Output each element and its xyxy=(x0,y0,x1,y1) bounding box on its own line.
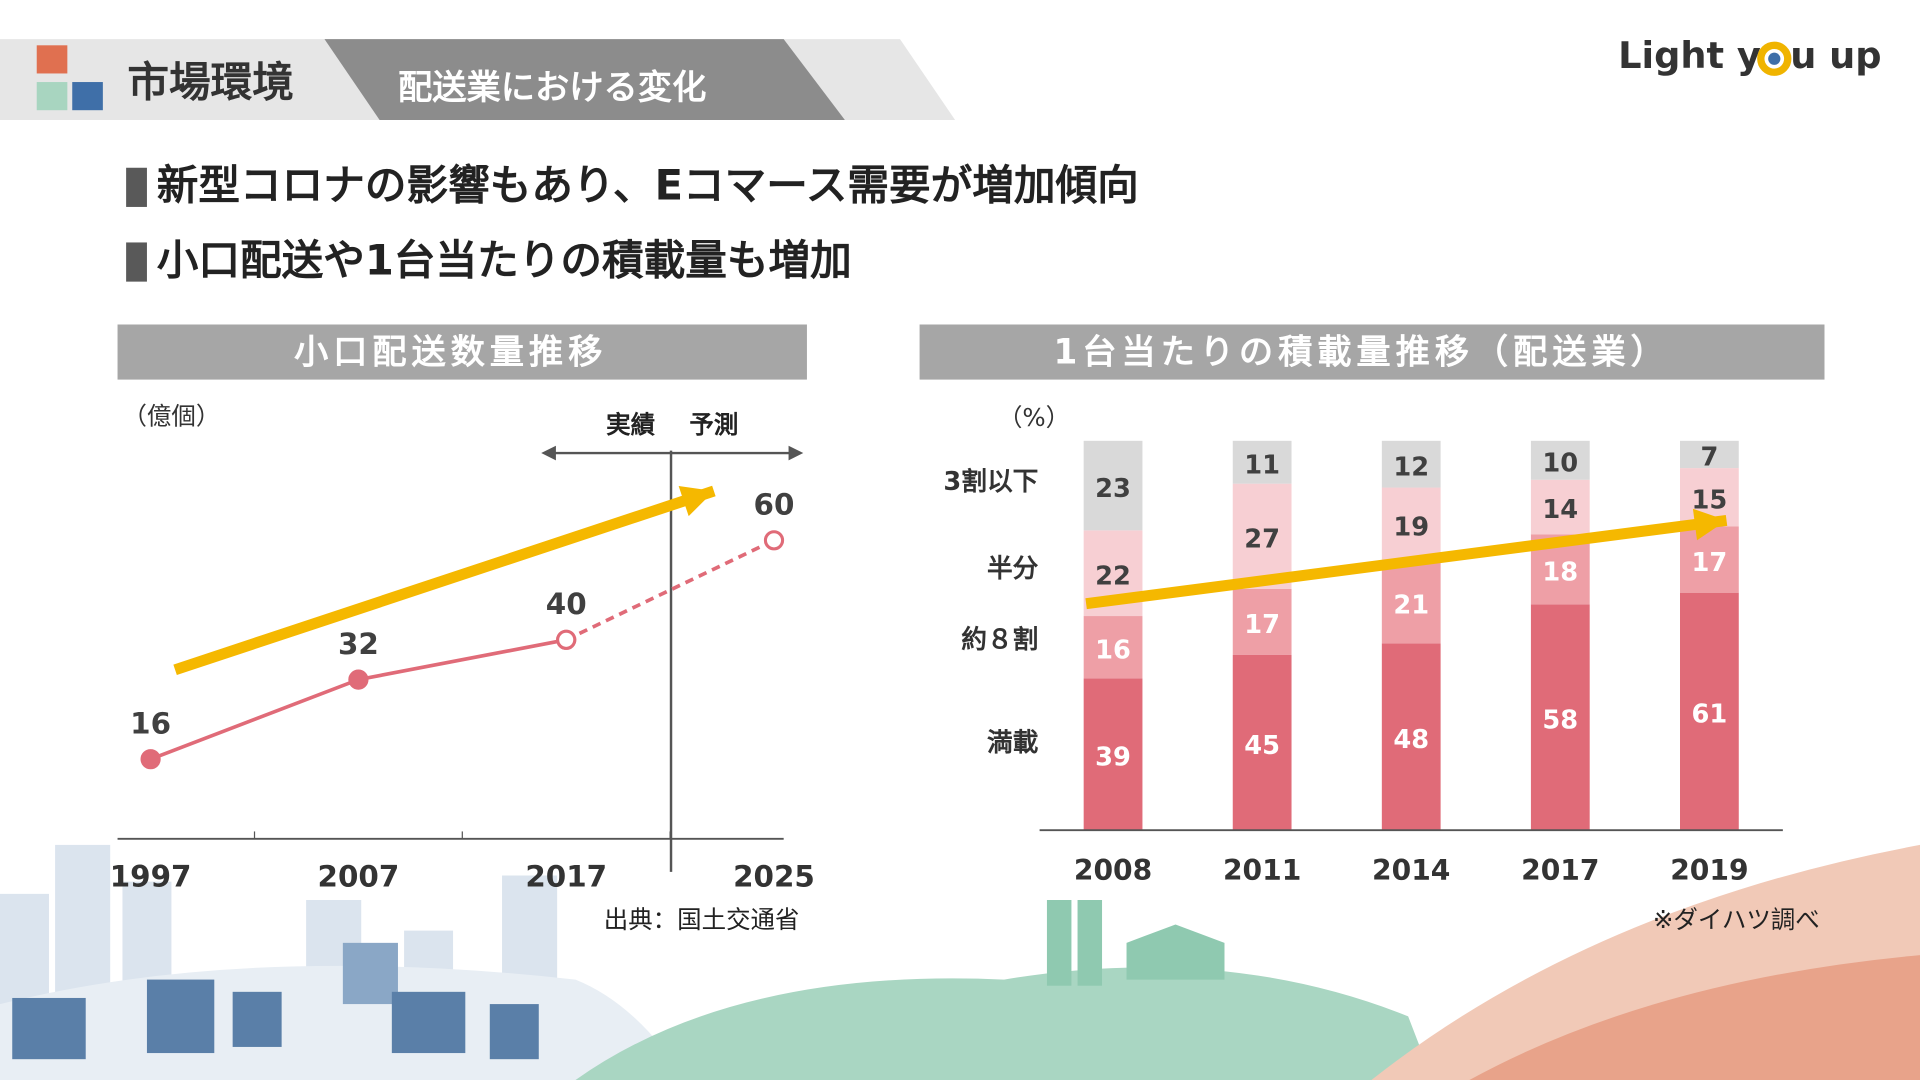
point xyxy=(140,749,161,770)
bullet: 小口配送や1台当たりの積載量も増加 xyxy=(157,235,852,284)
y-axis-label: （億個） xyxy=(122,402,220,431)
bar-segment xyxy=(1083,616,1143,679)
value-label: 27 xyxy=(1244,524,1280,554)
bar-segment xyxy=(1083,678,1143,831)
bar-segment xyxy=(1381,487,1441,562)
value-label: 10 xyxy=(1542,448,1578,478)
bar-segment xyxy=(1530,440,1590,480)
point xyxy=(556,629,577,650)
point xyxy=(763,530,785,551)
value-label: 17 xyxy=(1691,548,1727,578)
bullet-marker xyxy=(126,242,147,282)
value-label: 7 xyxy=(1700,443,1718,473)
value-label: 12 xyxy=(1393,452,1429,482)
annotation: 予測 xyxy=(689,410,738,439)
bar-segment xyxy=(1232,483,1292,589)
x-tick-label: 2007 xyxy=(318,859,400,893)
bar-segment xyxy=(1232,440,1292,484)
x-tick-label: 2017 xyxy=(1521,854,1599,887)
x-tick-label: 1997 xyxy=(110,859,192,893)
scenery xyxy=(0,844,1920,1080)
bullet: 新型コロナの影響もあり、Eコマース需要が増加傾向 xyxy=(157,161,1139,210)
value-label: 45 xyxy=(1244,731,1280,761)
bar-segment xyxy=(1680,526,1739,593)
bar-segment xyxy=(1680,440,1739,469)
value-label: 11 xyxy=(1244,450,1280,480)
point xyxy=(348,669,369,690)
value-label: 16 xyxy=(1095,635,1131,665)
annotation: 実績 xyxy=(606,410,655,439)
logo-mark xyxy=(1768,52,1781,65)
icon xyxy=(36,82,68,111)
y-axis-label: （%） xyxy=(998,403,1070,432)
bar-segment xyxy=(1083,440,1143,531)
x-tick-label: 2019 xyxy=(1670,854,1748,887)
value-label: 61 xyxy=(1691,700,1727,730)
bar-segment xyxy=(1530,479,1590,535)
chart-title: 小口配送数量推移 xyxy=(294,332,607,372)
bar-segment xyxy=(1530,604,1590,831)
section-title: 市場環境 xyxy=(127,58,294,107)
section-subtitle: 配送業における変化 xyxy=(398,68,706,108)
trend-arrow-head xyxy=(678,485,714,517)
chart-title: 1台当たりの積載量推移（配送業） xyxy=(1054,332,1670,372)
line xyxy=(565,538,775,642)
value-label: 39 xyxy=(1095,742,1131,772)
value-label: 32 xyxy=(338,627,379,661)
value-label: 18 xyxy=(1542,557,1578,587)
bullet-marker xyxy=(126,167,147,207)
logo-mark xyxy=(1757,41,1792,76)
period-arrow-head xyxy=(541,445,556,461)
bar-segment xyxy=(1381,643,1441,831)
period-arrow-head xyxy=(788,445,804,461)
value-label: 40 xyxy=(546,587,587,621)
bar-segment xyxy=(1381,440,1441,488)
bar-segment xyxy=(1680,592,1739,831)
value-label: 58 xyxy=(1542,705,1578,735)
bar-segment xyxy=(1232,588,1292,655)
legend-label: 3割以下 xyxy=(943,466,1038,497)
x-tick-label: 2017 xyxy=(525,859,607,893)
value-label: 16 xyxy=(130,706,171,740)
trend-arrow xyxy=(173,485,716,676)
legend-label: 満載 xyxy=(987,728,1039,758)
value-label: 60 xyxy=(754,488,795,522)
bar-segment xyxy=(1381,561,1441,644)
value-label: 21 xyxy=(1393,591,1429,621)
chart-title-bar xyxy=(919,324,1825,380)
icon xyxy=(36,45,68,74)
value-label: 48 xyxy=(1393,725,1429,755)
trend-arrow-head xyxy=(1692,508,1727,541)
trend-arrow xyxy=(1085,514,1728,610)
value-label: 19 xyxy=(1393,513,1429,543)
legend-label: 半分 xyxy=(987,554,1039,584)
logo: u up xyxy=(1790,34,1881,77)
x-tick-label: 2025 xyxy=(733,859,815,893)
legend-label: 約８割 xyxy=(961,624,1038,655)
x-tick-label: 2011 xyxy=(1223,854,1301,887)
chart-title-bar xyxy=(117,324,807,380)
value-label: 22 xyxy=(1095,561,1131,591)
plots: 1997 2007 2017 2025 16 32 40 60 39 16 22 23 2008 45 17… xyxy=(110,440,1783,893)
value-label: 14 xyxy=(1542,495,1578,525)
x-tick-label: 2008 xyxy=(1074,854,1152,887)
logo: Light y xyxy=(1618,34,1761,77)
x-tick-label: 2014 xyxy=(1372,854,1450,887)
value-label: 23 xyxy=(1095,474,1131,504)
source: ※ダイハツ調べ xyxy=(1653,905,1820,934)
source: 出典：国土交通省 xyxy=(604,905,800,934)
icon xyxy=(72,82,103,111)
bar-segment xyxy=(1232,654,1292,831)
value-label: 17 xyxy=(1244,610,1280,640)
header-subband xyxy=(324,39,845,121)
